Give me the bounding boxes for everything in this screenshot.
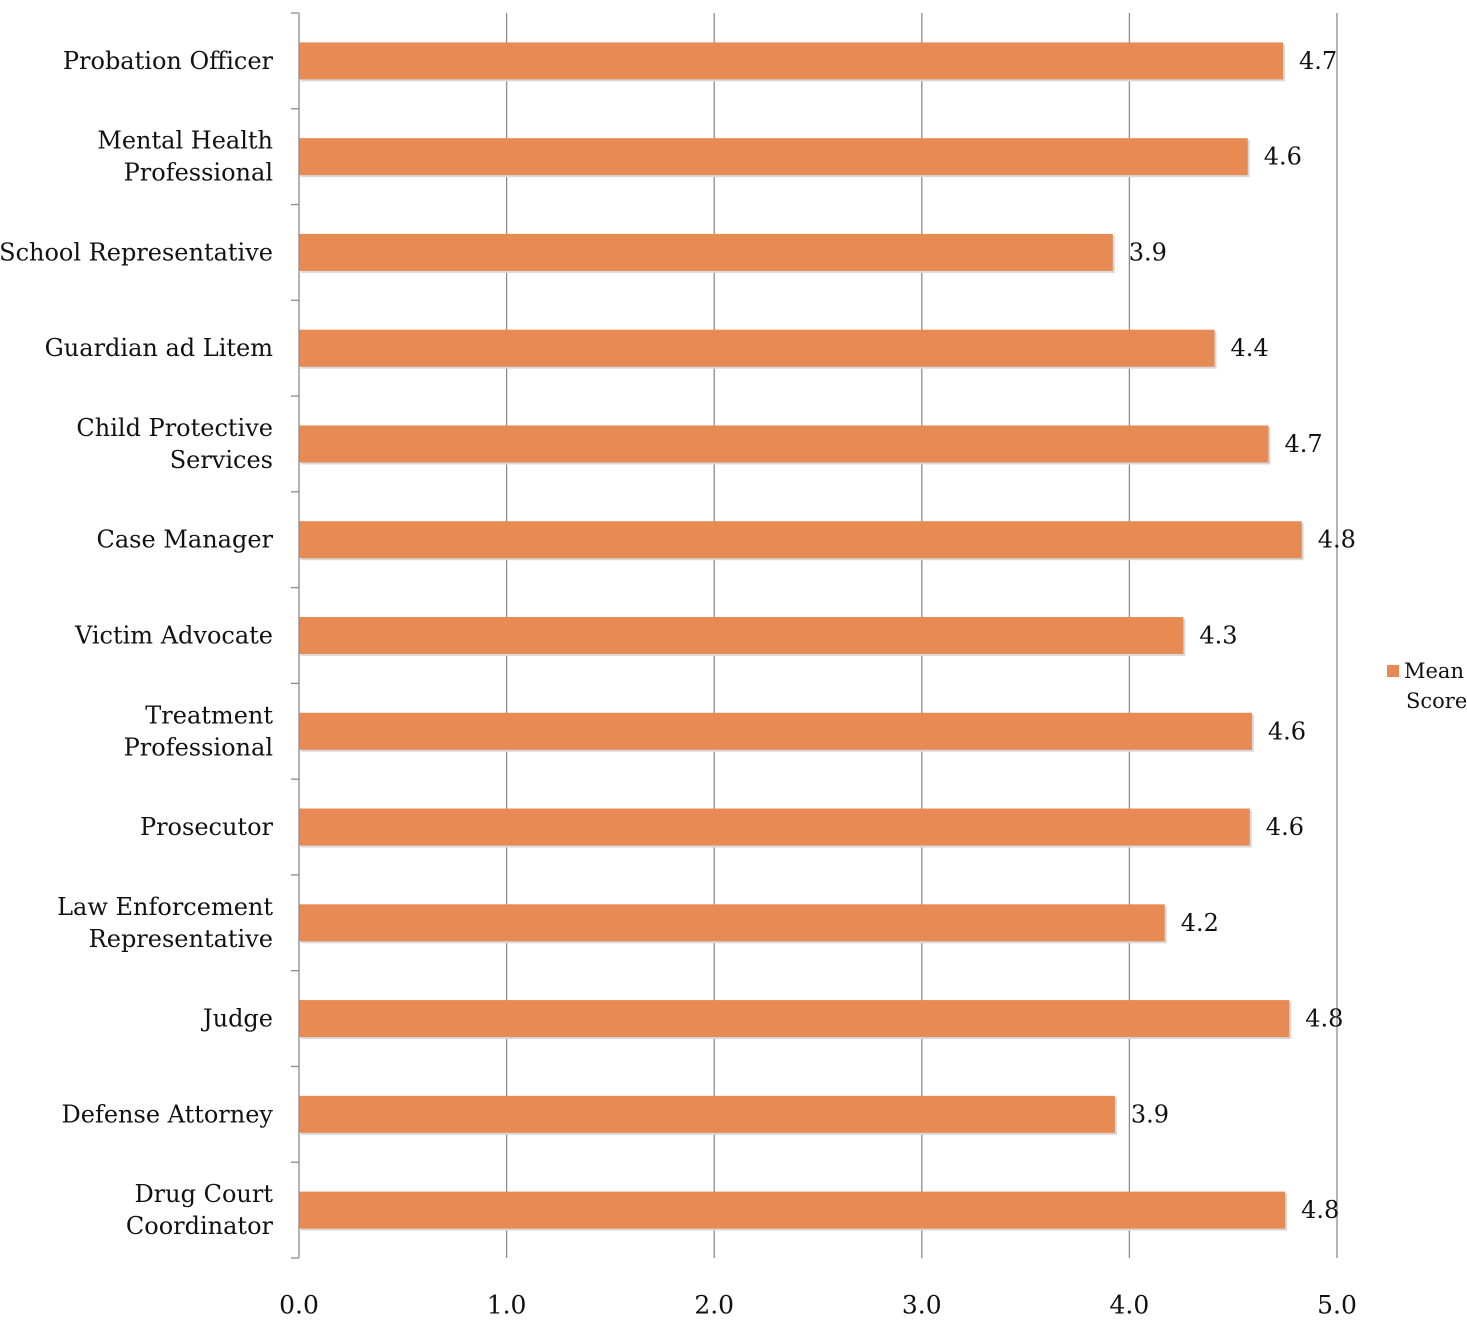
- bar: [299, 617, 1184, 654]
- legend-swatch: [1387, 665, 1399, 677]
- category-label: Mental Health: [97, 127, 273, 155]
- x-tick-label: 3.0: [902, 1291, 942, 1320]
- category-label: Guardian ad Litem: [45, 334, 274, 362]
- category-label: Probation Officer: [63, 47, 274, 75]
- category-label: Coordinator: [126, 1212, 274, 1240]
- data-label: 4.7: [1299, 47, 1337, 75]
- category-label: Services: [170, 446, 273, 474]
- data-label: 4.8: [1318, 526, 1356, 554]
- x-tick-label: 0.0: [279, 1291, 319, 1320]
- category-label: Drug Court: [134, 1180, 273, 1208]
- x-tick-label: 5.0: [1317, 1291, 1357, 1320]
- y-axis: [291, 12, 300, 1259]
- category-label: Prosecutor: [140, 813, 274, 841]
- category-label: Child Protective: [76, 414, 273, 442]
- bar: [299, 712, 1252, 750]
- category-label: Professional: [124, 159, 273, 187]
- bar: [299, 521, 1302, 559]
- category-label: Professional: [124, 733, 273, 761]
- bar: [299, 808, 1250, 846]
- category-label: Victim Advocate: [74, 622, 273, 650]
- data-label: 4.6: [1266, 813, 1304, 841]
- category-label: Judge: [200, 1005, 273, 1033]
- data-label: 3.9: [1131, 1100, 1169, 1128]
- bar: [299, 42, 1284, 80]
- bar: [299, 425, 1269, 463]
- bar: [299, 233, 1113, 271]
- category-label: Treatment: [145, 701, 273, 729]
- data-label: 4.4: [1231, 334, 1269, 362]
- legend-item: Mean: [1387, 656, 1465, 686]
- data-label: 4.8: [1305, 1005, 1343, 1033]
- x-tick-label: 4.0: [1110, 1291, 1150, 1320]
- category-label: Case Manager: [96, 526, 273, 554]
- data-label: 4.6: [1264, 143, 1302, 171]
- data-label: 4.6: [1268, 717, 1306, 745]
- data-labels: 4.7 4.6 3.9 4.4 4.7 4.8 4.3 4.6 4.6 4.2 4.8 3.9 4.8: [1129, 47, 1356, 1224]
- data-label: 4.8: [1301, 1196, 1339, 1224]
- category-label: Representative: [89, 925, 273, 953]
- bar: [299, 1191, 1286, 1229]
- legend-label-line1: Mean: [1404, 659, 1464, 683]
- data-label: 4.3: [1199, 622, 1237, 650]
- bar: [299, 904, 1165, 942]
- bar: [299, 138, 1248, 176]
- x-tick-label: 1.0: [487, 1291, 527, 1320]
- data-label: 4.7: [1284, 430, 1322, 458]
- legend-label-line2: Score: [1406, 689, 1467, 713]
- x-tick-labels: 0.0 1.0 2.0 3.0 4.0 5.0: [279, 1291, 1357, 1320]
- category-label: Law Enforcement: [57, 893, 273, 921]
- bars: [299, 42, 1304, 1231]
- bar: [299, 1095, 1115, 1133]
- legend: Mean Score: [1387, 656, 1467, 716]
- bar: [299, 1000, 1290, 1038]
- bar: [299, 329, 1215, 367]
- data-label: 3.9: [1129, 238, 1167, 266]
- x-tick-label: 2.0: [694, 1291, 734, 1320]
- category-label: Defense Attorney: [62, 1100, 274, 1128]
- category-labels: Probation Officer Mental Health Profession…: [0, 47, 274, 1240]
- category-label: School Representative: [0, 238, 273, 266]
- data-label: 4.2: [1181, 909, 1219, 937]
